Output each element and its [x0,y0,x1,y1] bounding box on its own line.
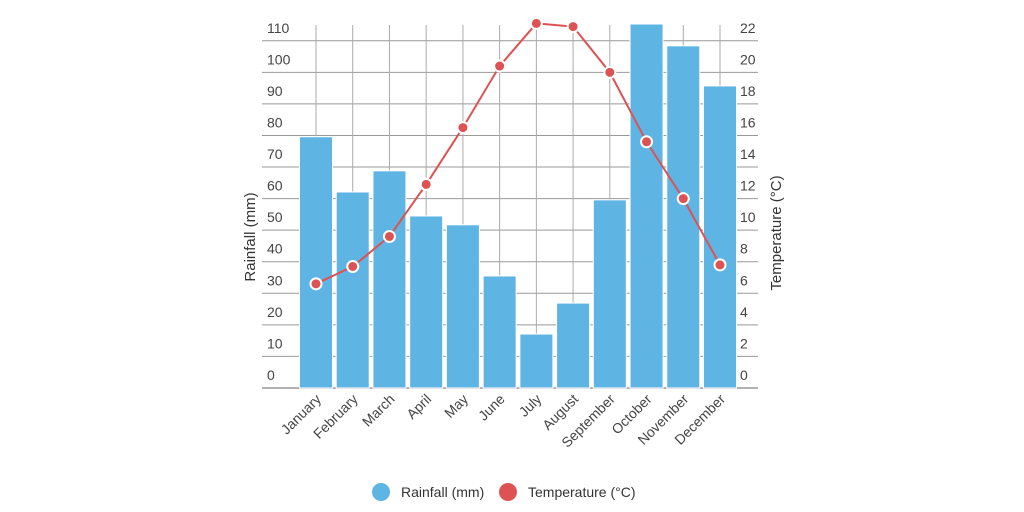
legend-item-temperature[interactable]: Temperature (°C) [499,483,636,501]
y-tick-label: 80 [267,114,283,130]
bar-january [299,136,333,389]
x-tick-label: March [359,391,398,430]
y-tick-label: 70 [267,146,283,162]
y2-tick-label: 18 [740,83,756,99]
y2-tick-label: 2 [740,335,748,351]
bar-september [592,199,627,389]
y-tick-label: 50 [267,209,283,225]
y-tick-label: 20 [267,304,283,320]
x-tick-label: June [475,391,508,424]
legend-item-rainfall[interactable]: Rainfall (mm) [372,483,484,501]
y2-tick-label: 10 [740,209,756,225]
point-june [493,59,507,73]
left-axis-ticks: 0 10 20 30 40 50 60 70 80 90 100 110 [267,20,291,383]
temperature-polyline [315,22,721,285]
legend-swatch-rainfall [372,483,390,501]
y2-tick-label: 14 [740,146,756,162]
point-november [676,192,690,206]
point-april [419,177,433,191]
y2-axis-label: Temperature (°C) [768,175,785,290]
bar-may [445,224,480,389]
bar-april [409,215,444,389]
y2-tick-label: 4 [740,304,748,320]
bar-june [482,275,517,389]
point-february [346,259,360,273]
bar-march [372,170,407,389]
legend: Rainfall (mm) Temperature (°C) [372,483,636,501]
y-tick-label: 90 [267,83,283,99]
bar-december [703,85,737,389]
y-tick-label: 110 [267,20,290,36]
y2-tick-label: 12 [740,178,756,194]
bar-november [666,45,701,389]
point-january [309,277,323,291]
x-tick-label: May [441,391,471,421]
legend-label-rainfall: Rainfall (mm) [401,484,484,500]
x-tick-label: July [516,391,545,420]
bar-february [335,191,370,389]
point-july [529,16,543,30]
y-tick-label: 100 [267,51,291,67]
right-axis-ticks: 0 2 4 6 8 10 12 14 16 18 20 22 [740,20,756,383]
y2-tick-label: 8 [740,241,748,257]
y-tick-label: 60 [267,178,283,194]
legend-swatch-temperature [499,483,517,501]
y2-tick-label: 16 [740,114,756,130]
rainfall-bars [299,23,737,389]
point-march [382,229,396,243]
y2-tick-label: 0 [740,367,748,383]
y2-tick-label: 20 [740,51,756,67]
y2-tick-label: 6 [740,272,748,288]
bar-august [556,302,591,389]
point-september [603,65,617,79]
y-axis-label: Rainfall (mm) [242,192,259,281]
y-tick-label: 40 [267,241,283,257]
temperature-line [309,16,727,291]
point-december [713,258,727,272]
y-tick-label: 30 [267,272,283,288]
y-tick-label: 10 [267,335,283,351]
bar-july [519,333,554,389]
y2-tick-label: 22 [740,20,756,36]
legend-label-temperature: Temperature (°C) [528,484,636,500]
point-august [566,20,580,34]
point-may [456,121,470,135]
bar-october [629,23,664,389]
point-october [640,135,654,149]
x-tick-label: April [403,391,434,422]
y-tick-label: 0 [267,367,275,383]
